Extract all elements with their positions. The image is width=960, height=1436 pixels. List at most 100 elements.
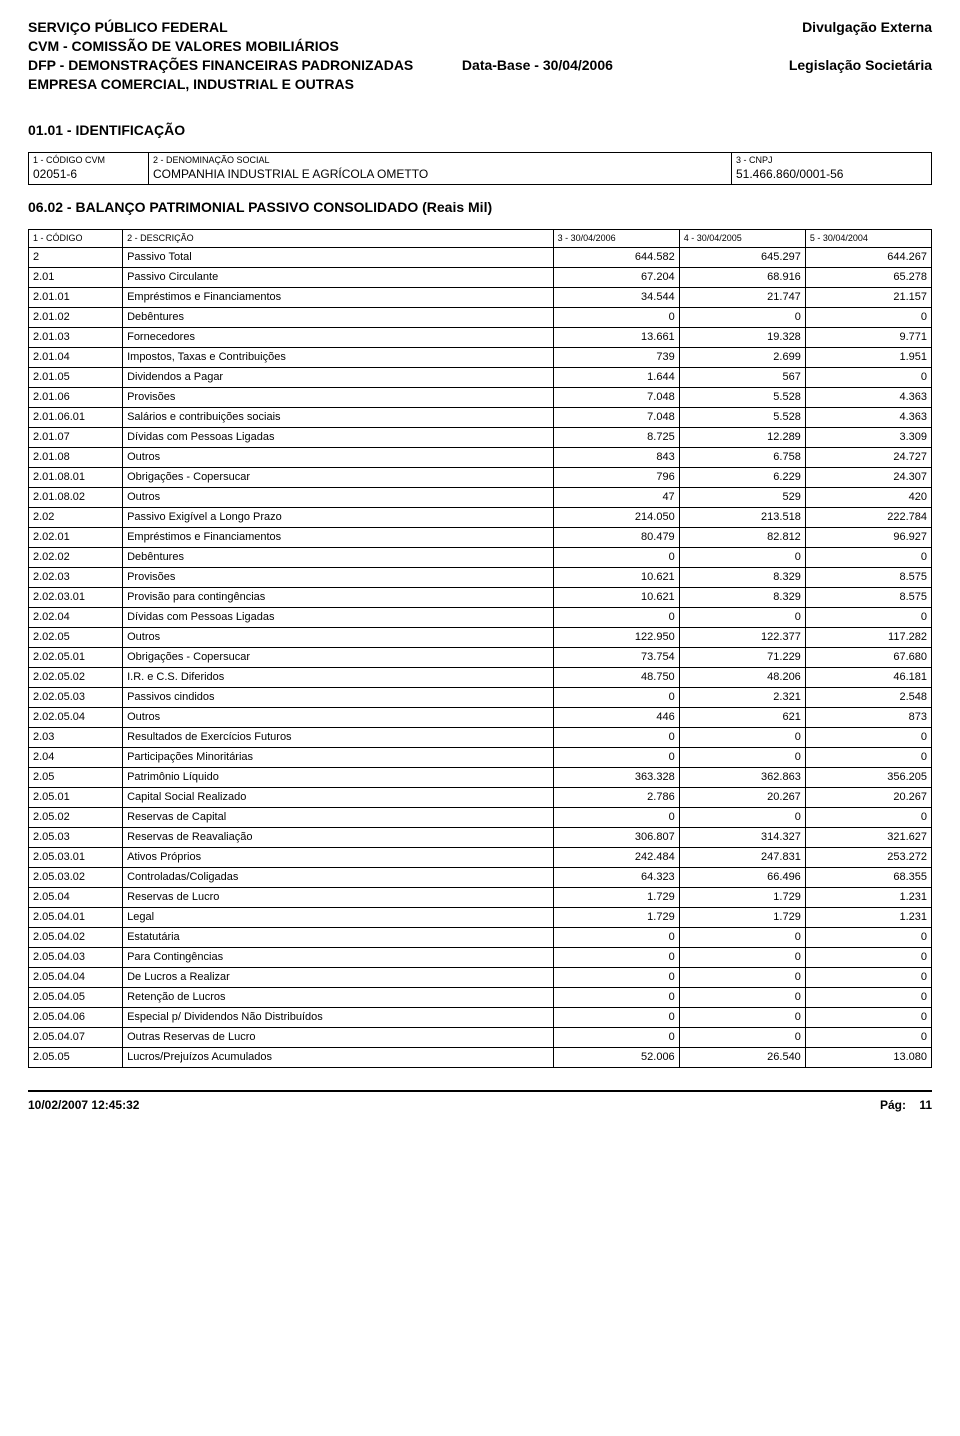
cell-value: 0	[679, 307, 805, 327]
cell-value: 6.758	[679, 447, 805, 467]
identificacao-table: 1 - CÓDIGO CVM 02051-6 2 - DENOMINAÇÃO S…	[28, 152, 932, 185]
cell-desc: De Lucros a Realizar	[123, 967, 553, 987]
cell-code: 2.05.04.01	[29, 907, 123, 927]
table-row: 2.05.04.07Outras Reservas de Lucro000	[29, 1027, 932, 1047]
cell-desc: Empréstimos e Financiamentos	[123, 287, 553, 307]
cell-value: 1.729	[679, 887, 805, 907]
cell-code: 2.01	[29, 267, 123, 287]
cell-code: 2.05.03.02	[29, 867, 123, 887]
page-container: SERVIÇO PÚBLICO FEDERAL Divulgação Exter…	[0, 0, 960, 1126]
cell-code: 2.02.05	[29, 627, 123, 647]
cell-value: 8.725	[553, 427, 679, 447]
cell-desc: Especial p/ Dividendos Não Distribuídos	[123, 1007, 553, 1027]
cell-value: 0	[679, 1027, 805, 1047]
cell-value: 446	[553, 707, 679, 727]
cell-value: 2.548	[805, 687, 931, 707]
cell-value: 0	[679, 1007, 805, 1027]
cell-value: 0	[679, 967, 805, 987]
header-line1-right: Divulgação Externa	[802, 18, 932, 37]
cell-value: 621	[679, 707, 805, 727]
cell-value: 26.540	[679, 1047, 805, 1067]
identificacao-row: 1 - CÓDIGO CVM 02051-6 2 - DENOMINAÇÃO S…	[29, 152, 932, 184]
cell-desc: Capital Social Realizado	[123, 787, 553, 807]
cell-value: 9.771	[805, 327, 931, 347]
cell-value: 567	[679, 367, 805, 387]
cell-desc: Outras Reservas de Lucro	[123, 1027, 553, 1047]
ident-col1-label: 1 - CÓDIGO CVM	[33, 155, 144, 167]
cell-desc: Dívidas com Pessoas Ligadas	[123, 427, 553, 447]
table-row: 2.05.04.01Legal1.7291.7291.231	[29, 907, 932, 927]
cell-value: 0	[553, 807, 679, 827]
cell-value: 68.916	[679, 267, 805, 287]
cell-value: 2.699	[679, 347, 805, 367]
identificacao-title: 01.01 - IDENTIFICAÇÃO	[28, 122, 932, 138]
cell-code: 2.05.04.06	[29, 1007, 123, 1027]
cell-code: 2.01.07	[29, 427, 123, 447]
cell-desc: Outros	[123, 707, 553, 727]
cell-value: 0	[553, 307, 679, 327]
table-row: 2.01Passivo Circulante67.20468.91665.278	[29, 267, 932, 287]
cell-code: 2.05.04.07	[29, 1027, 123, 1047]
table-row: 2.05.04.04De Lucros a Realizar000	[29, 967, 932, 987]
cell-code: 2.01.01	[29, 287, 123, 307]
cell-value: 247.831	[679, 847, 805, 867]
cell-code: 2.05.04.05	[29, 987, 123, 1007]
ident-col3-value: 51.466.860/0001-56	[736, 167, 927, 181]
ident-col1-value: 02051-6	[33, 167, 144, 181]
table-row: 2.01.08.02Outros47529420	[29, 487, 932, 507]
cell-value: 1.729	[553, 907, 679, 927]
cell-value: 0	[805, 1027, 931, 1047]
cell-value: 1.729	[553, 887, 679, 907]
cell-value: 122.950	[553, 627, 679, 647]
table-row: 2.01.08Outros8436.75824.727	[29, 447, 932, 467]
cell-desc: Dívidas com Pessoas Ligadas	[123, 607, 553, 627]
cell-code: 2.02.03.01	[29, 587, 123, 607]
balanco-body: 2Passivo Total644.582645.297644.2672.01P…	[29, 247, 932, 1067]
cell-value: 24.307	[805, 467, 931, 487]
cell-code: 2.01.08	[29, 447, 123, 467]
cell-value: 0	[679, 927, 805, 947]
cell-code: 2.02.05.02	[29, 667, 123, 687]
cell-code: 2.01.08.01	[29, 467, 123, 487]
table-row: 2.05.03.01Ativos Próprios242.484247.8312…	[29, 847, 932, 867]
cell-code: 2.02	[29, 507, 123, 527]
table-row: 2.05.04Reservas de Lucro1.7291.7291.231	[29, 887, 932, 907]
cell-code: 2.01.03	[29, 327, 123, 347]
cell-value: 314.327	[679, 827, 805, 847]
table-row: 2.05.04.03Para Contingências000	[29, 947, 932, 967]
table-row: 2.02.04Dívidas com Pessoas Ligadas000	[29, 607, 932, 627]
cell-value: 222.784	[805, 507, 931, 527]
cell-value: 420	[805, 487, 931, 507]
cell-value: 0	[805, 607, 931, 627]
cell-desc: Obrigações - Copersucar	[123, 467, 553, 487]
cell-value: 46.181	[805, 667, 931, 687]
cell-value: 796	[553, 467, 679, 487]
cell-code: 2.02.05.04	[29, 707, 123, 727]
cell-desc: Reservas de Capital	[123, 807, 553, 827]
table-row: 2.02.03.01Provisão para contingências10.…	[29, 587, 932, 607]
cell-value: 0	[553, 687, 679, 707]
cell-value: 52.006	[553, 1047, 679, 1067]
cell-value: 739	[553, 347, 679, 367]
cell-value: 843	[553, 447, 679, 467]
cell-code: 2.03	[29, 727, 123, 747]
cell-code: 2.01.08.02	[29, 487, 123, 507]
cell-code: 2.05.04.04	[29, 967, 123, 987]
cell-code: 2.02.03	[29, 567, 123, 587]
cell-value: 0	[679, 807, 805, 827]
cell-desc: Participações Minoritárias	[123, 747, 553, 767]
balanco-title: 06.02 - BALANÇO PATRIMONIAL PASSIVO CONS…	[28, 199, 932, 215]
cell-value: 71.229	[679, 647, 805, 667]
table-row: 2.01.06Provisões7.0485.5284.363	[29, 387, 932, 407]
cell-value: 0	[553, 947, 679, 967]
cell-value: 10.621	[553, 587, 679, 607]
cell-code: 2.02.01	[29, 527, 123, 547]
cell-code: 2.01.06	[29, 387, 123, 407]
header-line3-left: DFP - DEMONSTRAÇÕES FINANCEIRAS PADRONIZ…	[28, 56, 462, 75]
header-line3-mid: Data-Base - 30/04/2006	[462, 56, 697, 75]
cell-value: 0	[553, 607, 679, 627]
cell-desc: Resultados de Exercícios Futuros	[123, 727, 553, 747]
cell-code: 2.02.04	[29, 607, 123, 627]
cell-value: 0	[805, 807, 931, 827]
balanco-header-3: 4 - 30/04/2005	[679, 229, 805, 247]
